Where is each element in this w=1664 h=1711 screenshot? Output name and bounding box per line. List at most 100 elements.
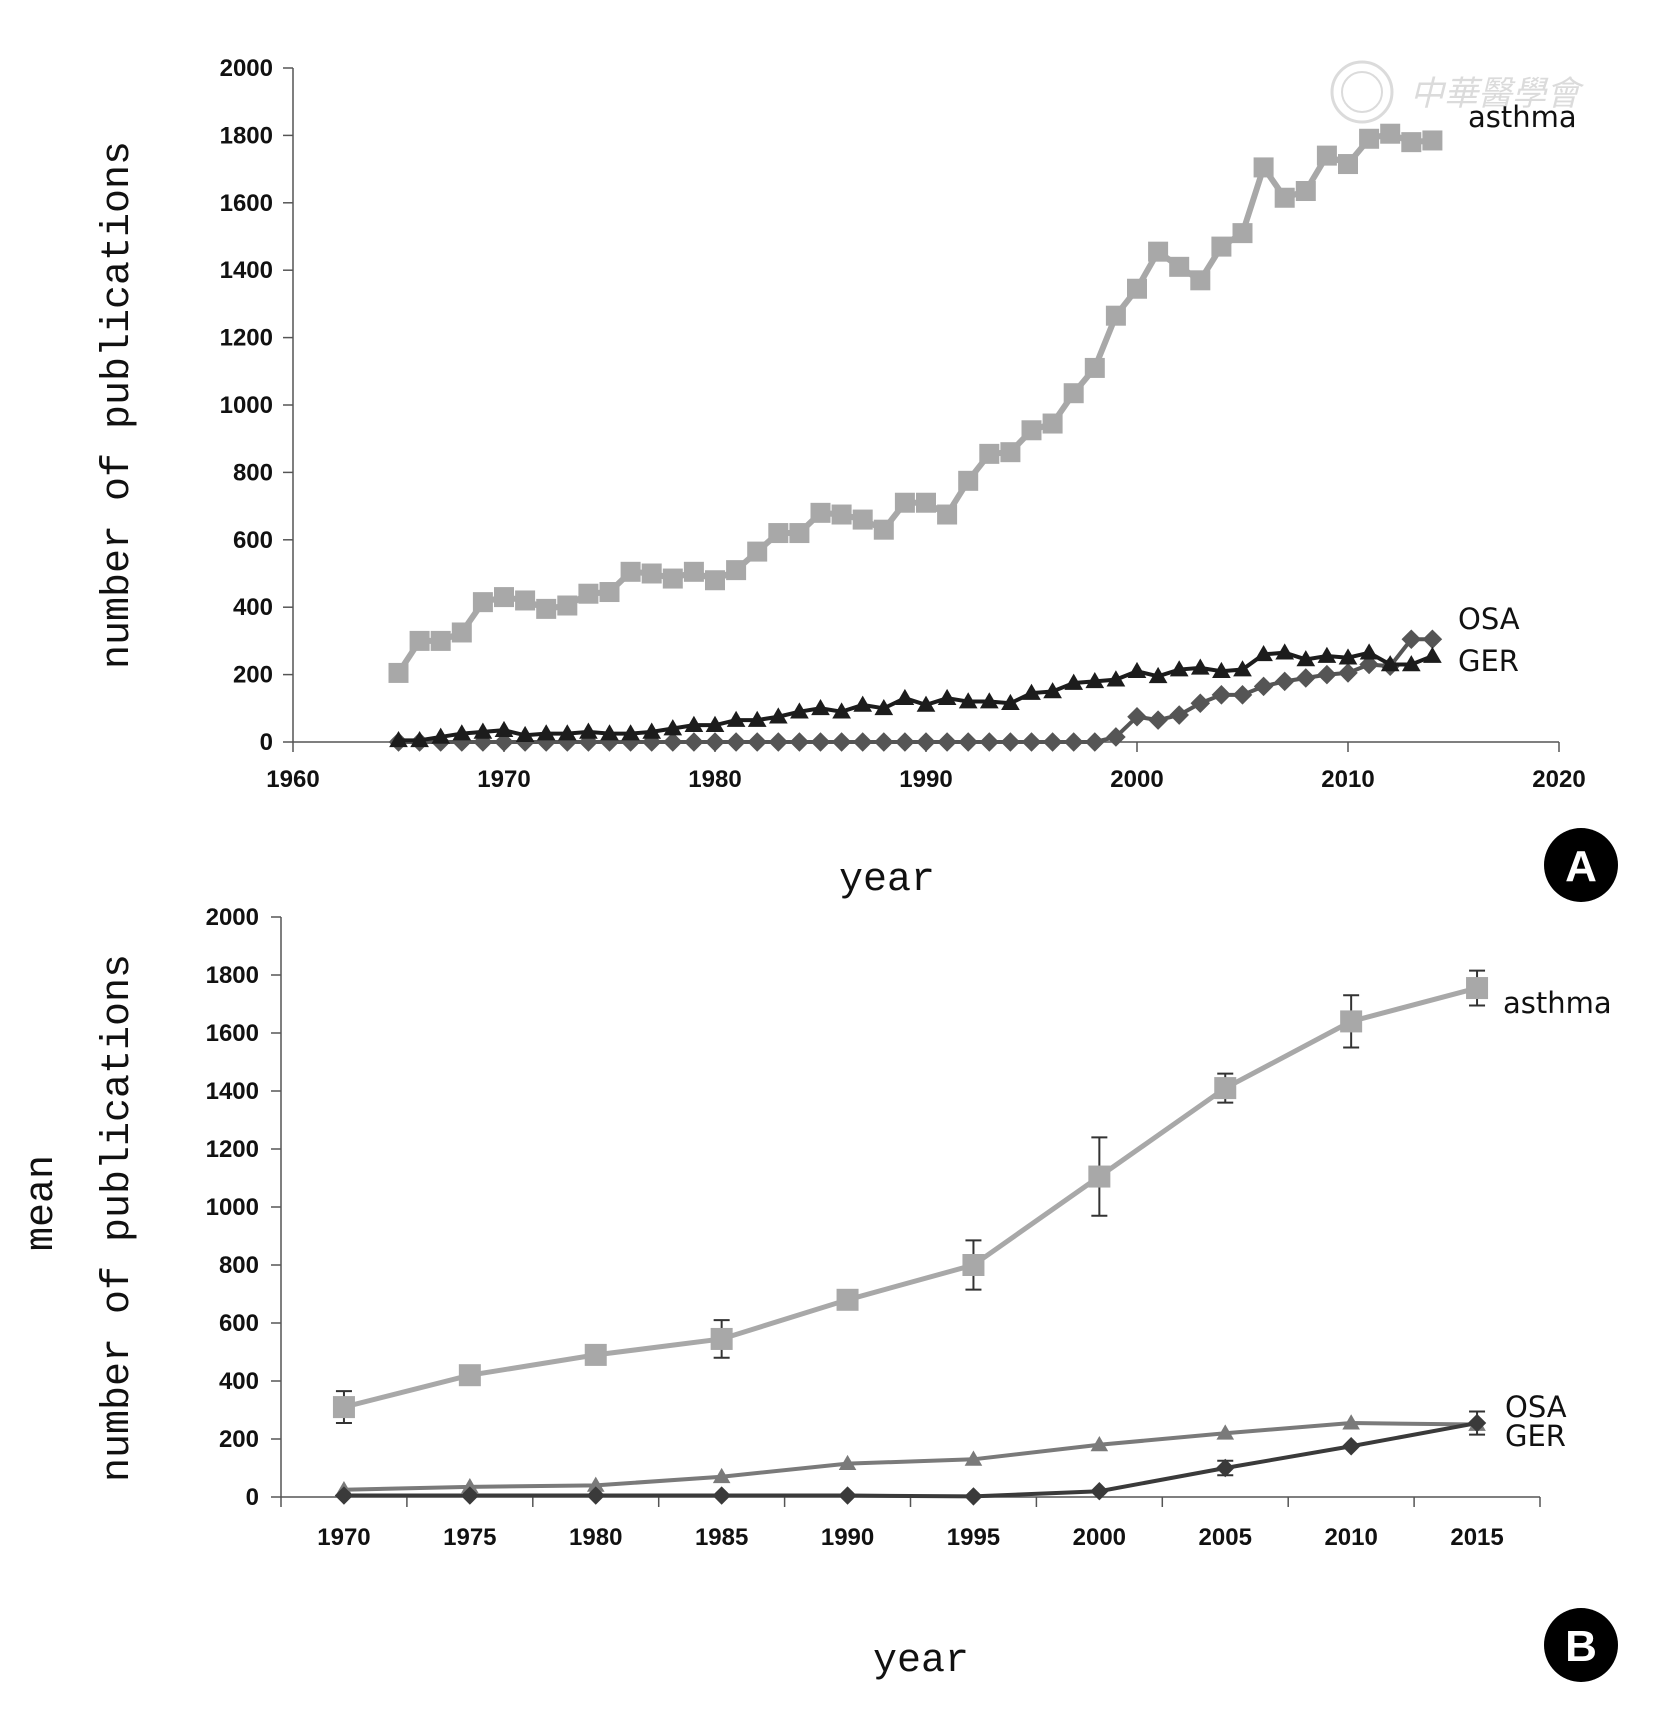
panel-badge-b: B	[1544, 1608, 1618, 1682]
data-point	[1211, 236, 1232, 257]
data-point	[895, 688, 915, 705]
data-point	[962, 1254, 985, 1276]
data-point	[410, 730, 429, 748]
data-point	[1001, 693, 1020, 711]
y-tick-label: 1200	[206, 1136, 259, 1163]
data-point	[1233, 660, 1252, 677]
x-tick-label: 2020	[1532, 766, 1585, 793]
data-point	[958, 732, 978, 752]
data-point	[332, 1396, 355, 1419]
x-axis-title: year	[839, 858, 935, 903]
data-point	[641, 563, 662, 584]
data-point	[1105, 305, 1126, 326]
data-point	[579, 722, 598, 739]
y-tick-label: 400	[233, 594, 273, 621]
data-point	[494, 587, 514, 608]
series-line-asthma	[343, 985, 1478, 1410]
data-point	[958, 692, 978, 709]
x-axis-ticks: 1960 1970 1980 1990 2000 2010 2020	[266, 742, 1586, 793]
data-point	[663, 719, 683, 736]
data-point	[1169, 705, 1189, 725]
data-point	[1380, 655, 1400, 672]
data-point	[460, 1486, 480, 1505]
y-axis-title: number of publications	[96, 141, 141, 669]
data-point	[1467, 1413, 1487, 1433]
series-ger	[335, 1414, 1486, 1497]
data-point	[790, 702, 809, 719]
data-point	[811, 698, 830, 716]
data-point	[852, 732, 873, 752]
y-tick-label: 1400	[220, 257, 273, 284]
data-point	[1466, 977, 1489, 1000]
data-point	[768, 732, 789, 752]
y-axis-ticks: 0 200 400 600 800 1000 1200 1400 1600 1800 2000	[220, 55, 293, 756]
data-point	[747, 710, 767, 727]
data-point	[586, 1476, 605, 1492]
series-ger	[389, 643, 1442, 748]
series-label-asthma: asthma	[1503, 986, 1612, 1020]
series-osa	[334, 1410, 1487, 1506]
data-point	[473, 722, 493, 739]
data-point	[1190, 658, 1210, 675]
y-tick-label: 600	[233, 527, 273, 554]
x-tick-label: 1970	[317, 1524, 370, 1551]
data-point	[621, 724, 640, 741]
x-tick-label: 1985	[695, 1524, 748, 1551]
data-point	[1190, 693, 1211, 714]
data-point	[494, 732, 514, 752]
data-point	[389, 730, 408, 748]
data-point	[1359, 654, 1379, 675]
data-point	[1338, 648, 1358, 665]
x-tick-label: 2005	[1199, 1524, 1252, 1551]
y-tick-label: 800	[233, 459, 273, 486]
data-point	[472, 592, 493, 613]
data-point	[536, 598, 557, 619]
series-line-asthma	[395, 130, 1433, 675]
series-label-osa: OSA	[1505, 1390, 1567, 1424]
y-axis-title-line2: number of publications	[96, 954, 141, 1482]
x-tick-label: 1980	[569, 1524, 622, 1551]
y-tick-label: 200	[219, 1426, 259, 1453]
data-point	[1359, 128, 1380, 149]
data-point	[1042, 413, 1063, 434]
data-point	[620, 561, 641, 582]
data-point	[964, 1450, 983, 1466]
data-point	[1422, 629, 1443, 649]
data-point	[894, 492, 915, 513]
data-point	[1063, 383, 1084, 404]
data-point	[1216, 1458, 1235, 1478]
data-point	[705, 732, 725, 752]
data-point	[1148, 241, 1169, 262]
data-point	[409, 630, 430, 651]
y-tick-label: 2000	[206, 904, 259, 931]
data-point	[1232, 223, 1253, 244]
chart-panel-a: 0 200 400 600 800 1000 1200 1400 1600 1800 2000 19…	[96, 55, 1618, 903]
data-point	[831, 504, 852, 525]
data-point	[1148, 666, 1168, 684]
y-axis-ticks: 0 200 400 600 800 1000 1200 1400 1600 1800 2000	[206, 904, 281, 1511]
data-point	[768, 707, 788, 724]
data-point	[1422, 130, 1443, 151]
data-point	[789, 523, 810, 544]
series-asthma	[388, 123, 1443, 683]
data-point	[388, 662, 409, 683]
data-point	[515, 590, 536, 611]
data-point	[1148, 710, 1168, 730]
data-point	[1106, 670, 1126, 687]
data-point	[1211, 685, 1232, 705]
data-point	[1342, 1414, 1360, 1430]
y-tick-label: 1600	[206, 1020, 259, 1047]
data-point	[710, 1327, 733, 1350]
data-point	[1380, 123, 1401, 144]
data-point	[810, 732, 831, 752]
data-point	[1042, 732, 1063, 752]
data-point	[1232, 685, 1253, 705]
data-point	[1085, 671, 1105, 689]
y-tick-label: 0	[260, 729, 273, 756]
data-point	[853, 695, 873, 712]
data-point	[874, 732, 894, 752]
data-point	[683, 561, 704, 582]
data-point	[1317, 664, 1337, 685]
data-point	[937, 732, 957, 752]
data-point	[747, 541, 768, 562]
